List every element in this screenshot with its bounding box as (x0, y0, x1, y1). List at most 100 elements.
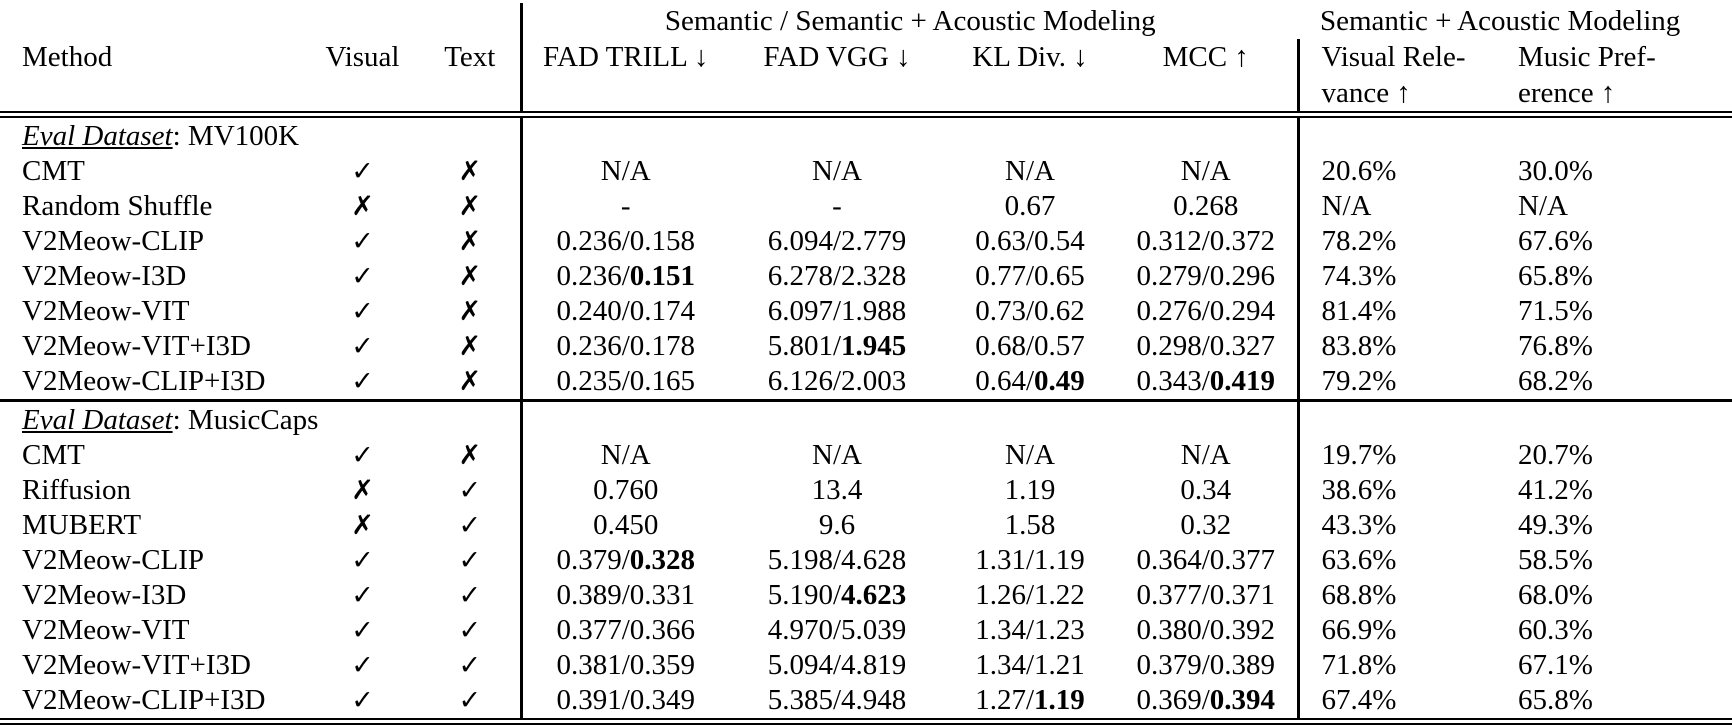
fad-trill-cell: 0.240/0.174 (519, 294, 729, 329)
music-preference-cell: 67.6% (1518, 225, 1593, 257)
music-preference-cell: 49.3% (1518, 509, 1593, 541)
visual-relevance-cell: 43.3% (1296, 508, 1506, 543)
eval-dataset-name: : MV100K (172, 120, 300, 152)
kl-div-cell: 1.31/1.19 (975, 544, 1085, 576)
mcc-cell: 0.369/0.394 (1115, 683, 1298, 725)
visual-flag-cell: ✓ (351, 296, 374, 327)
text-flag-cell: ✗ (458, 261, 482, 292)
table-row: V2Meow-CLIP+I3D ✓ ✓ 0.391/0.349 5.385/4.948 1… (0, 683, 1732, 725)
mcc-cell: 0.34 (1180, 474, 1232, 506)
section-label-spacer (1296, 114, 1732, 154)
fad-vgg-cell: 9.6 (818, 509, 856, 541)
fad-vgg-cell: N/A (812, 439, 862, 471)
visual-flag-cell: ✓ (351, 331, 374, 362)
table-row: MUBERT ✗ ✓ 0.450 9.6 1.58 0.32 43.3% 49.3% (0, 508, 1732, 543)
column-header-music-preference-line2: erence ↑ (1518, 77, 1616, 109)
visual-relevance-cell: 74.3% (1296, 259, 1506, 294)
music-preference-cell: 76.8% (1518, 330, 1593, 362)
visual-relevance-cell: 20.6% (1296, 154, 1506, 189)
text-flag-cell: ✓ (458, 580, 482, 611)
method-cell: V2Meow-CLIP (22, 225, 205, 257)
method-cell: V2Meow-CLIP+I3D (22, 365, 266, 397)
visual-relevance-cell: 81.4% (1296, 294, 1506, 329)
music-preference-cell: 20.7% (1518, 439, 1593, 471)
kl-div-cell: 1.34/1.23 (975, 614, 1085, 646)
kl-div-cell: 1.27/1.19 (945, 683, 1115, 725)
text-flag-cell: ✗ (458, 191, 482, 222)
fad-vgg-cell: N/A (812, 155, 862, 187)
column-header-visual-relevance-line1: Visual Rele- (1321, 41, 1466, 73)
column-header-visual-relevance: Visual Rele- vance ↑ (1296, 39, 1506, 118)
visual-flag-cell: ✗ (351, 191, 374, 222)
evaluation-results-table: Semantic / Semantic + Acoustic Modeling … (0, 3, 1732, 725)
method-cell: CMT (22, 439, 85, 471)
column-header-mcc-label: MCC ↑ (1162, 41, 1249, 73)
column-header-kl-div-label: KL Div. ↓ (972, 41, 1088, 73)
music-preference-cell: N/A (1518, 190, 1568, 222)
column-header-fad-trill: FAD TRILL ↓ (519, 39, 729, 118)
visual-relevance-cell: 83.8% (1296, 329, 1506, 364)
column-header-visual-relevance-line2: vance ↑ (1321, 77, 1411, 109)
results-table-body: Eval Dataset: MV100K CMT ✓ ✗ N/A N/A N/A N/A 20.… (0, 114, 1732, 725)
fad-trill-cell: 0.760 (519, 473, 729, 508)
fad-trill-cell: 0.236/0.151 (519, 259, 729, 294)
kl-div-cell: 0.77/0.65 (975, 260, 1085, 292)
music-preference-cell: 58.5% (1518, 544, 1593, 576)
column-header-visual: Visual (305, 39, 420, 118)
method-cell: V2Meow-CLIP (22, 544, 205, 576)
section-label-spacer (1296, 399, 1732, 438)
eval-dataset-name: : MusicCaps (172, 404, 319, 436)
visual-relevance-cell: 68.8% (1296, 578, 1506, 613)
visual-flag-cell: ✓ (351, 156, 374, 187)
kl-div-cell: 1.58 (1004, 509, 1056, 541)
table-row: CMT ✓ ✗ N/A N/A N/A N/A 20.6% 30.0% (0, 154, 1732, 189)
kl-div-cell: 0.67 (1004, 190, 1056, 222)
fad-vgg-cell: 6.097/1.988 (767, 295, 907, 327)
group-header-semantic-plus-acoustic: Semantic + Acoustic Modeling (1320, 5, 1681, 37)
column-header-text: Text (420, 39, 521, 118)
column-header-method-label: Method (22, 41, 113, 73)
visual-relevance-cell: 79.2% (1296, 364, 1506, 401)
fad-vgg-cell: 5.094/4.819 (767, 649, 907, 681)
fad-vgg-cell: 5.385/4.948 (729, 683, 945, 725)
visual-relevance-cell: 67.4% (1296, 683, 1506, 725)
fad-vgg-cell: 6.094/2.779 (767, 225, 907, 257)
fad-vgg-cell: 6.278/2.328 (767, 260, 907, 292)
text-flag-cell: ✓ (458, 545, 482, 576)
music-preference-cell: 60.3% (1518, 614, 1593, 646)
table-row: V2Meow-VIT+I3D ✓ ✗ 0.236/0.178 5.801/1.945 0.… (0, 329, 1732, 364)
fad-vgg-cell: 5.198/4.628 (767, 544, 907, 576)
fad-trill-cell: 0.377/0.366 (519, 613, 729, 648)
mcc-cell: 0.343/0.419 (1136, 365, 1276, 397)
kl-div-cell: 1.34/1.21 (975, 649, 1085, 681)
text-flag-cell: ✗ (458, 366, 482, 397)
column-header-visual-label: Visual (325, 41, 400, 73)
visual-relevance-cell: 19.7% (1296, 438, 1506, 473)
group-header-spacer (0, 3, 521, 39)
section-label-spacer (519, 399, 1298, 438)
text-flag-cell: ✗ (458, 296, 482, 327)
table-row: V2Meow-VIT ✓ ✗ 0.240/0.174 6.097/1.988 0.73/0… (0, 294, 1732, 329)
column-header-fad-vgg: FAD VGG ↓ (729, 39, 945, 118)
text-flag-cell: ✗ (458, 331, 482, 362)
mcc-cell: 0.364/0.377 (1136, 544, 1276, 576)
table-row: V2Meow-CLIP ✓ ✗ 0.236/0.158 6.094/2.779 0.63/… (0, 224, 1732, 259)
fad-vgg-cell: 4.970/5.039 (767, 614, 907, 646)
method-cell: Random Shuffle (22, 190, 213, 222)
music-preference-cell: 68.2% (1518, 365, 1593, 397)
table-row: Riffusion ✗ ✓ 0.760 13.4 1.19 0.34 38.6% 41.2% (0, 473, 1732, 508)
fad-trill-cell: N/A (519, 154, 729, 189)
text-flag-cell: ✓ (420, 683, 521, 725)
kl-div-cell: 0.63/0.54 (975, 225, 1085, 257)
fad-vgg-cell: - (832, 190, 842, 222)
method-cell: V2Meow-CLIP+I3D (0, 683, 305, 725)
music-preference-cell: 65.8% (1506, 683, 1732, 725)
method-cell: CMT (22, 155, 85, 187)
kl-div-cell: 1.19 (1004, 474, 1056, 506)
visual-relevance-cell: 66.9% (1296, 613, 1506, 648)
music-preference-cell: 41.2% (1518, 474, 1593, 506)
eval-dataset-label: Eval Dataset: MV100K (0, 115, 521, 155)
fad-trill-cell: 0.450 (519, 508, 729, 543)
fad-trill-cell: 0.389/0.331 (519, 578, 729, 613)
